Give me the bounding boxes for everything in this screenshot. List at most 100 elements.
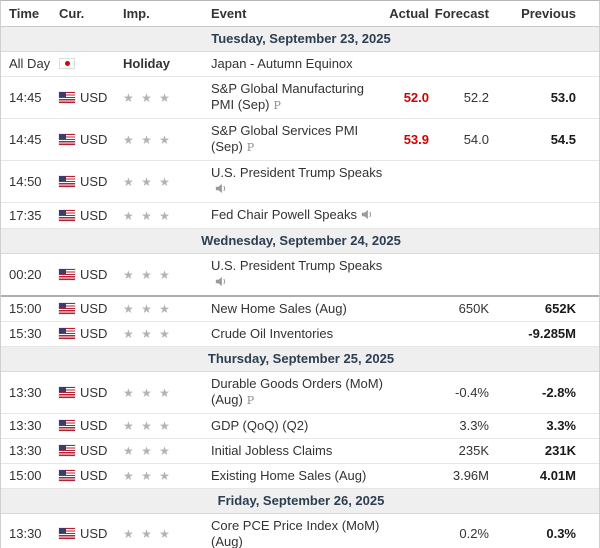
event-link[interactable]: Initial Jobless Claims bbox=[211, 443, 333, 458]
actual-cell bbox=[383, 321, 429, 347]
us-flag-icon bbox=[59, 420, 75, 431]
us-flag-icon bbox=[59, 328, 75, 339]
currency-cell: USD bbox=[59, 513, 123, 548]
event-row[interactable]: 13:30 USD ★ ★ ★ GDP (QoQ) (Q2) 3.3% 3.3% bbox=[1, 413, 599, 439]
importance-stars: ★ ★ ★ bbox=[123, 385, 172, 400]
event-row[interactable]: 15:00 USD ★ ★ ★ New Home Sales (Aug) 650K 652… bbox=[1, 296, 599, 322]
event-row[interactable]: 14:45 USD ★ ★ ★ S&P Global Manufacturing PM… bbox=[1, 76, 599, 119]
event-time: 14:45 bbox=[1, 118, 59, 161]
event-link[interactable]: Fed Chair Powell Speaks bbox=[211, 207, 357, 222]
currency-cell: USD bbox=[59, 413, 123, 439]
event-link[interactable]: GDP (QoQ) (Q2) bbox=[211, 418, 309, 433]
event-link[interactable]: U.S. President Trump Speaks bbox=[211, 258, 383, 273]
importance-cell: ★ ★ ★ bbox=[123, 438, 211, 464]
currency-code: USD bbox=[80, 301, 108, 316]
actual-cell bbox=[383, 202, 429, 229]
event-cell: U.S. President Trump Speaks bbox=[211, 160, 383, 203]
event-time: 14:50 bbox=[1, 160, 59, 203]
previous-value: 54.5 bbox=[550, 131, 576, 147]
event-row[interactable]: 14:50 USD ★ ★ ★ U.S. President Trump Speaks bbox=[1, 160, 599, 203]
date-header-row: Friday, September 26, 2025 bbox=[1, 488, 599, 514]
event-row[interactable]: 17:35 USD ★ ★ ★ Fed Chair Powell Speaks bbox=[1, 202, 599, 229]
actual-cell bbox=[383, 160, 429, 203]
event-link[interactable]: New Home Sales (Aug) bbox=[211, 301, 347, 316]
event-time: 15:00 bbox=[1, 463, 59, 489]
currency-code: USD bbox=[80, 89, 108, 105]
currency-cell: USD bbox=[59, 253, 123, 297]
event-cell: S&P Global Services PMI (Sep) P bbox=[211, 118, 383, 161]
event-row[interactable]: 00:20 USD ★ ★ ★ U.S. President Trump Speaks bbox=[1, 253, 599, 297]
date-header-row: Wednesday, September 24, 2025 bbox=[1, 228, 599, 254]
importance-cell: Holiday bbox=[123, 51, 211, 77]
previous-cell bbox=[489, 51, 599, 77]
event-link[interactable]: Durable Goods Orders (MoM) (Aug) bbox=[211, 376, 383, 407]
forecast-cell: 52.2 bbox=[429, 76, 489, 119]
event-cell: Initial Jobless Claims bbox=[211, 438, 383, 464]
importance-stars: ★ ★ ★ bbox=[123, 208, 172, 223]
event-link[interactable]: Crude Oil Inventories bbox=[211, 326, 334, 341]
us-flag-icon bbox=[59, 386, 75, 398]
importance-stars: ★ ★ ★ bbox=[123, 527, 172, 541]
currency-cell: USD bbox=[59, 160, 123, 203]
event-row[interactable]: 15:00 USD ★ ★ ★ Existing Home Sales (Aug) 3.… bbox=[1, 463, 599, 489]
forecast-value: 235K bbox=[458, 443, 489, 458]
event-row[interactable]: 14:45 USD ★ ★ ★ S&P Global Services PMI (Se… bbox=[1, 118, 599, 161]
event-link[interactable]: Existing Home Sales (Aug) bbox=[211, 468, 367, 483]
event-link[interactable]: S&P Global Services PMI (Sep) bbox=[211, 123, 359, 154]
date-header-row: Thursday, September 25, 2025 bbox=[1, 346, 599, 372]
event-row[interactable]: All Day Holiday Japan - Autumn Equinox bbox=[1, 51, 599, 77]
event-link[interactable]: Core PCE Price Index (MoM) (Aug) bbox=[211, 518, 380, 548]
event-time: 14:45 bbox=[1, 76, 59, 119]
preliminary-icon: P bbox=[246, 394, 255, 407]
event-cell: S&P Global Manufacturing PMI (Sep) P bbox=[211, 76, 383, 119]
forecast-cell bbox=[429, 321, 489, 347]
event-row[interactable]: 13:30 USD ★ ★ ★ Durable Goods Orders (MoM) … bbox=[1, 371, 599, 414]
event-cell: Existing Home Sales (Aug) bbox=[211, 463, 383, 489]
event-link[interactable]: Japan - Autumn Equinox bbox=[211, 56, 353, 71]
importance-stars: ★ ★ ★ bbox=[123, 419, 172, 433]
event-time: 13:30 bbox=[1, 371, 59, 414]
actual-value: 52.0 bbox=[403, 89, 429, 105]
event-link[interactable]: S&P Global Manufacturing PMI (Sep) bbox=[211, 81, 364, 112]
actual-cell bbox=[383, 438, 429, 464]
actual-cell bbox=[383, 513, 429, 548]
us-flag-icon bbox=[59, 133, 75, 145]
column-header-previous: Previous bbox=[489, 1, 599, 27]
event-time: 17:35 bbox=[1, 202, 59, 229]
previous-value: 53.0 bbox=[550, 89, 576, 105]
event-row[interactable]: 13:30 USD ★ ★ ★ Initial Jobless Claims 235K 2… bbox=[1, 438, 599, 464]
currency-cell: USD bbox=[59, 76, 123, 119]
currency-code: USD bbox=[80, 418, 108, 433]
actual-cell: 53.9 bbox=[383, 118, 429, 161]
column-header-forecast: Forecast bbox=[429, 1, 489, 27]
event-row[interactable]: 15:30 USD ★ ★ ★ Crude Oil Inventories -9.285… bbox=[1, 321, 599, 347]
date-header-row: Tuesday, September 23, 2025 bbox=[1, 26, 599, 52]
importance-cell: ★ ★ ★ bbox=[123, 463, 211, 489]
currency-cell: USD bbox=[59, 438, 123, 464]
forecast-value: 3.96M bbox=[452, 468, 489, 483]
event-link[interactable]: U.S. President Trump Speaks bbox=[211, 165, 383, 180]
actual-cell bbox=[383, 253, 429, 297]
importance-cell: ★ ★ ★ bbox=[123, 371, 211, 414]
previous-cell: 4.01M bbox=[489, 463, 599, 489]
event-time: 00:20 bbox=[1, 253, 59, 297]
importance-cell: ★ ★ ★ bbox=[123, 118, 211, 161]
event-time: 15:00 bbox=[1, 296, 59, 322]
event-row[interactable]: 13:30 USD ★ ★ ★ Core PCE Price Index (MoM) … bbox=[1, 513, 599, 548]
currency-code: USD bbox=[80, 131, 108, 147]
us-flag-icon bbox=[59, 528, 75, 539]
us-flag-icon bbox=[59, 175, 75, 187]
column-header-importance: Imp. bbox=[123, 1, 211, 27]
forecast-value: 54.0 bbox=[463, 131, 489, 147]
event-cell: Japan - Autumn Equinox bbox=[211, 51, 383, 77]
currency-cell: USD bbox=[59, 371, 123, 414]
previous-value: 4.01M bbox=[539, 468, 576, 483]
previous-cell: -9.285M bbox=[489, 321, 599, 347]
currency-code: USD bbox=[80, 384, 108, 400]
speaker-icon bbox=[361, 208, 373, 223]
importance-stars: ★ ★ ★ bbox=[123, 444, 172, 458]
event-cell: Core PCE Price Index (MoM) (Aug) bbox=[211, 513, 383, 548]
event-time: 13:30 bbox=[1, 513, 59, 548]
previous-cell: 53.0 bbox=[489, 76, 599, 119]
